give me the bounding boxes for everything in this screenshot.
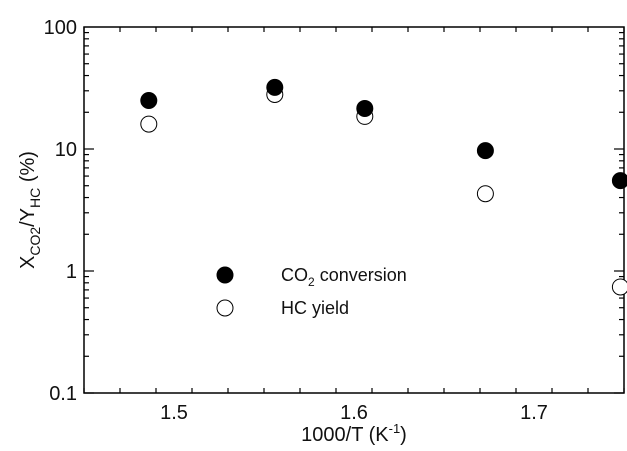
y-tick-label: 100 [44, 17, 77, 39]
plot-frame [83, 26, 625, 394]
legend: CO2 conversion HC yield [216, 265, 407, 318]
x-axis-title-main: 1000/T (K [301, 424, 389, 446]
data-points [140, 78, 627, 296]
legend-label-hc-yield: HC yield [281, 298, 349, 318]
x-axis-title-close: ) [400, 424, 407, 446]
x-tick-label: 1.6 [340, 402, 368, 424]
y-axis-title-sub2: HC [27, 188, 43, 208]
x-tick-label: 1.5 [160, 402, 188, 424]
y-axis-title-part3: (%) [17, 151, 39, 188]
hc-yield-point [140, 115, 158, 133]
co2-conversion-point [266, 78, 284, 96]
legend-marker-co2-conversion [216, 266, 234, 284]
hc-yield-point [476, 185, 494, 203]
tick-labels: 1.5 1.6 1.7 0.1 1 10 100 [44, 17, 548, 424]
y-axis-title-part2: /Y [17, 208, 39, 227]
x-axis-title-sup: -1 [389, 421, 401, 436]
y-tick-label: 10 [55, 139, 77, 161]
x-axis-title: 1000/T (K-1) [301, 421, 407, 446]
y-axis-title: XCO2/YHC (%) [17, 151, 43, 269]
legend-co2-main: CO [281, 265, 308, 285]
co2-conversion-point [356, 99, 374, 117]
legend-co2-rest: conversion [315, 265, 407, 285]
legend-marker-hc-yield [216, 299, 234, 317]
y-tick-label: 0.1 [49, 383, 77, 405]
legend-co2-sub: 2 [308, 275, 315, 289]
y-axis-title-part1: X [17, 256, 39, 269]
co2-conversion-point [611, 172, 627, 190]
y-axis-title-sub1: CO2 [27, 227, 43, 256]
legend-label-co2-conversion: CO2 conversion [281, 265, 407, 289]
x-tick-label: 1.7 [520, 402, 548, 424]
co2-conversion-point [476, 142, 494, 160]
axis-ticks [83, 27, 625, 394]
hc-yield-point [611, 278, 627, 296]
y-tick-label: 1 [66, 261, 77, 283]
co2-conversion-point [140, 91, 158, 109]
